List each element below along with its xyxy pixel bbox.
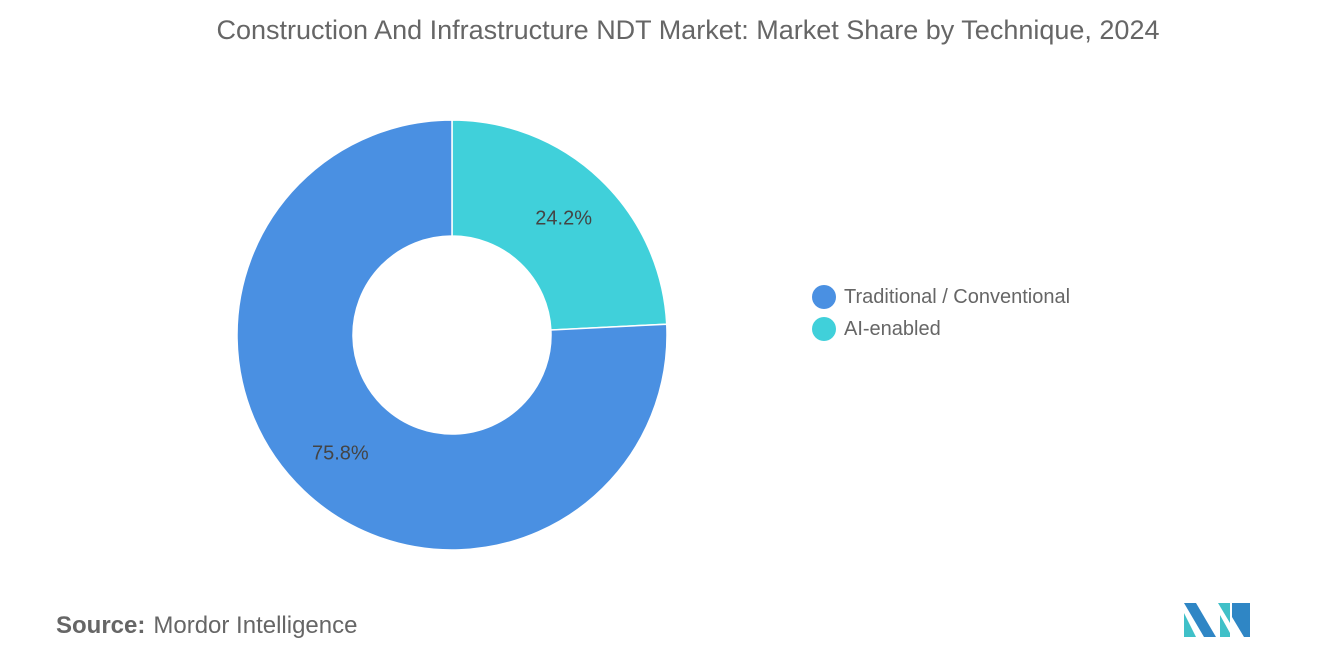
data-label: 24.2% [535, 208, 592, 230]
mordor-logo [1184, 603, 1250, 637]
chart-title: Construction And Infrastructure NDT Mark… [216, 15, 1160, 45]
source-label: Source: [56, 612, 146, 639]
legend-item-ai-enabled: AI-enabled [812, 317, 941, 341]
slice-ai-enabled [451, 119, 668, 331]
source-note: Source: Mordor Intelligence [56, 612, 357, 640]
slice-traditional-conventional [236, 119, 668, 551]
legend-marker-traditional [812, 285, 836, 309]
legend-label: AI-enabled [844, 317, 941, 340]
legend-item-traditional: Traditional / Conventional [812, 285, 1070, 309]
legend-marker-ai-enabled [812, 317, 836, 341]
data-label: 75.8% [312, 442, 369, 464]
source-value: Mordor Intelligence [153, 612, 358, 639]
legend-label: Traditional / Conventional [844, 285, 1071, 308]
